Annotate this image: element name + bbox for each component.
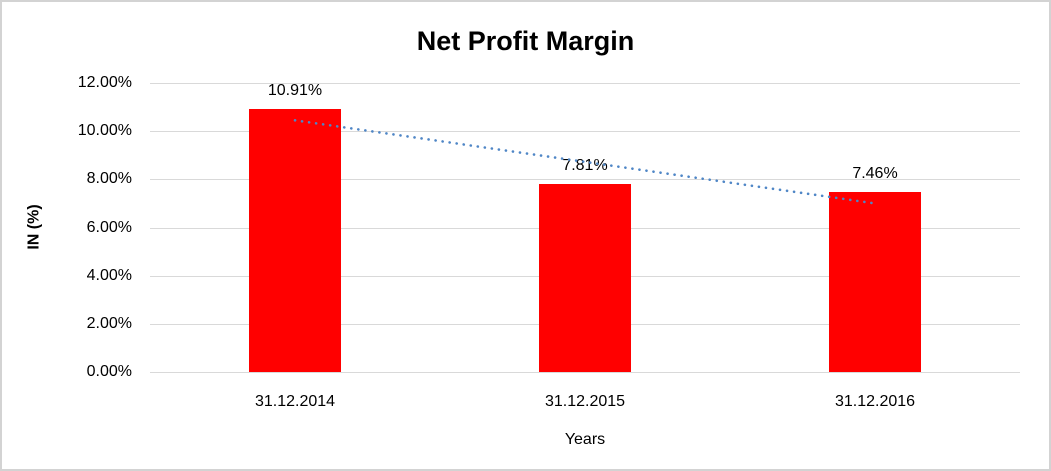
y-tick-label: 2.00% <box>86 315 132 332</box>
y-tick-label: 4.00% <box>86 267 132 284</box>
x-tick-label: 31.12.2016 <box>834 393 916 410</box>
bar-31.12.2015 <box>539 184 631 372</box>
y-tick-label: 6.00% <box>86 219 132 236</box>
y-tick-label: 0.00% <box>86 363 132 380</box>
x-axis-title: Years <box>564 431 606 448</box>
y-tick-label: 8.00% <box>86 170 132 187</box>
trendline <box>293 119 877 205</box>
gridline <box>150 131 1020 132</box>
plot-area: 10.91% 7.81% 7.46% <box>150 82 1020 373</box>
gridline <box>150 83 1020 84</box>
bar-31.12.2016 <box>829 192 921 372</box>
bar-data-label: 7.81% <box>562 157 608 174</box>
y-tick-label: 10.00% <box>77 122 132 139</box>
x-tick-label: 31.12.2014 <box>254 393 336 410</box>
chart-title: Net Profit Margin <box>416 26 635 56</box>
gridline <box>150 179 1020 180</box>
y-tick-label: 12.00% <box>77 74 132 91</box>
gridline <box>150 372 1020 373</box>
bar-31.12.2014 <box>249 109 341 372</box>
bar-data-label: 10.91% <box>267 82 323 99</box>
bar-data-label: 7.46% <box>852 165 898 182</box>
x-tick-label: 31.12.2015 <box>544 393 626 410</box>
